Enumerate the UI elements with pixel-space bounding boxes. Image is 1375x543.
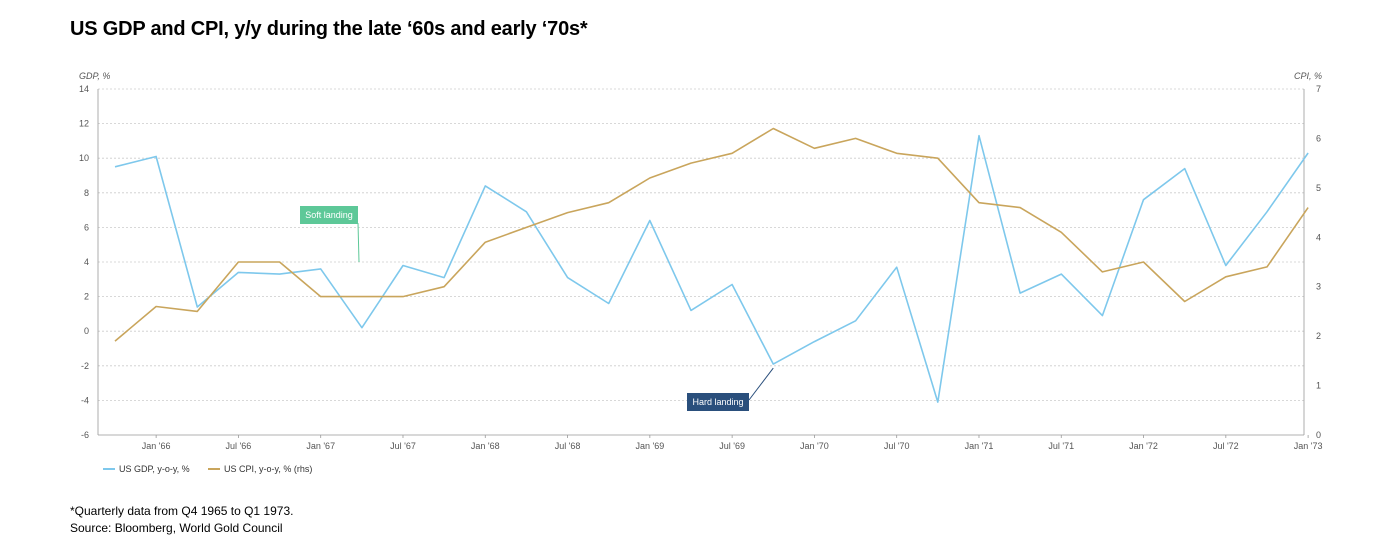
- y-left-tick-label: 0: [84, 326, 89, 336]
- y-right-tick-label: 1: [1316, 381, 1321, 391]
- y-left-axis-title: GDP, %: [79, 71, 110, 81]
- legend-gdp-label: US GDP, y-o-y, %: [119, 464, 190, 474]
- y-left-tick-label: -2: [81, 361, 89, 371]
- y-right-tick-label: 2: [1316, 331, 1321, 341]
- y-left-tick-label: -6: [81, 430, 89, 440]
- y-right-axis-title: CPI, %: [1294, 71, 1322, 81]
- y-left-tick-label: 12: [79, 119, 89, 129]
- cpi-series-line: [114, 127, 1309, 342]
- hard-landing-label-box: [687, 393, 749, 411]
- soft-landing-label-box: [300, 206, 358, 224]
- source-note: Source: Bloomberg, World Gold Council: [70, 521, 283, 535]
- y-left-tick-label: -4: [81, 395, 89, 405]
- x-tick-label: Jan '73: [1294, 441, 1323, 451]
- gdp-series-line: [114, 134, 1309, 403]
- x-tick-label: Jan '66: [142, 441, 171, 451]
- x-tick-label: Jul '70: [884, 441, 910, 451]
- y-left-tick-label: 4: [84, 257, 89, 267]
- x-tick-label: Jan '70: [800, 441, 829, 451]
- y-left-tick-label: 14: [79, 84, 89, 94]
- soft-landing-connector: [357, 222, 360, 263]
- x-tick-label: Jul '69: [719, 441, 745, 451]
- x-tick-label: Jan '69: [635, 441, 664, 451]
- chart-title: US GDP and CPI, y/y during the late ‘60s…: [70, 18, 588, 40]
- x-tick-label: Jan '67: [306, 441, 335, 451]
- x-tick-label: Jul '71: [1048, 441, 1074, 451]
- y-right-tick-label: 5: [1316, 183, 1321, 193]
- y-left-tick-label: 10: [79, 153, 89, 163]
- y-left-tick-label: 6: [84, 222, 89, 232]
- hard-landing-label: Hard landing: [692, 397, 743, 407]
- footnote: *Quarterly data from Q4 1965 to Q1 1973.: [70, 504, 294, 518]
- x-tick-label: Jul '67: [390, 441, 416, 451]
- x-tick-label: Jan '72: [1129, 441, 1158, 451]
- y-right-tick-label: 6: [1316, 133, 1321, 143]
- x-tick-label: Jul '66: [226, 441, 252, 451]
- x-tick-label: Jul '72: [1213, 441, 1239, 451]
- y-right-tick-label: 7: [1316, 84, 1321, 94]
- x-tick-label: Jan '68: [471, 441, 500, 451]
- y-right-tick-label: 3: [1316, 282, 1321, 292]
- y-left-tick-label: 2: [84, 292, 89, 302]
- soft-landing-label: Soft landing: [305, 210, 353, 220]
- legend-cpi-label: US CPI, y-o-y, % (rhs): [224, 464, 312, 474]
- y-right-tick-label: 0: [1316, 430, 1321, 440]
- hard-landing-connector: [748, 367, 774, 401]
- x-tick-label: Jan '71: [965, 441, 994, 451]
- y-right-tick-label: 4: [1316, 232, 1321, 242]
- y-left-tick-label: 8: [84, 188, 89, 198]
- x-tick-label: Jul '68: [555, 441, 581, 451]
